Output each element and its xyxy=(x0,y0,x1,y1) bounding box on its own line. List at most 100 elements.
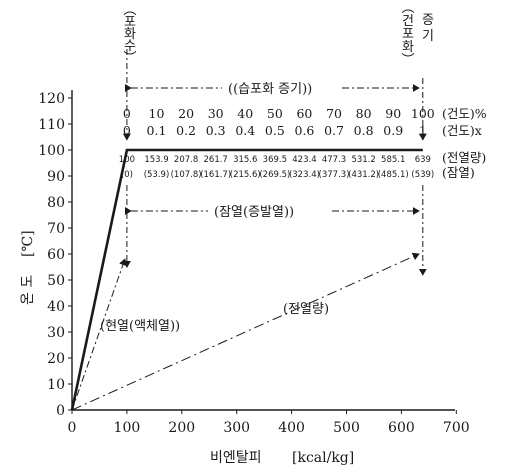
saturated-water-char: ︶ xyxy=(123,51,136,66)
saturated-water-char: 화 xyxy=(124,27,136,42)
wet-vapor-label: ((습포화 증기)) xyxy=(228,82,312,97)
axes xyxy=(71,90,455,411)
dryness-x-value: 0.5 xyxy=(265,123,285,138)
dryness-percent-value-label: (건도)% xyxy=(442,106,487,121)
latent-heat-value: (161.7) xyxy=(200,170,231,180)
saturation-line xyxy=(70,148,423,411)
x-axis-label: 비엔탈피 xyxy=(210,450,262,466)
total-heat-value: 639 xyxy=(415,155,431,165)
saturated-vapor-char: 화 xyxy=(402,40,414,55)
latent-heat-value: (539) xyxy=(411,170,434,180)
saturated-water-char: 포 xyxy=(124,15,136,30)
dryness-x-value: 0.4 xyxy=(235,123,255,138)
dryness-percent-value: 10 xyxy=(149,106,165,121)
dryness-percent-value: 80 xyxy=(356,106,372,121)
y-tick-label: 30 xyxy=(47,325,65,341)
y-tick-label: 80 xyxy=(47,195,65,211)
scale-rows: 0 10 20 30 40 50 60 70 80 90 100 (건도)% 0 0.1 0.2 0.3 0.4… xyxy=(119,106,487,180)
total-heat-label: (전열량) xyxy=(283,302,329,317)
y-tick-label: 0 xyxy=(56,403,65,419)
x-tick-label: 600 xyxy=(388,420,415,436)
latent-heat-value: (323.4) xyxy=(289,170,320,180)
latent-heat-value-label: (잠열) xyxy=(442,165,475,180)
sensible-heat-label: (현열(액체열)) xyxy=(100,319,180,334)
x-tick-label: 400 xyxy=(278,420,305,436)
total-heat-value: 477.3 xyxy=(322,155,346,165)
x-tick-label: 100 xyxy=(114,420,141,436)
y-axis-unit: [℃] xyxy=(20,230,36,257)
latent-heat-value: (215.6) xyxy=(230,170,261,180)
y-tick-label: 20 xyxy=(47,351,65,367)
x-ticks: 0 100 200 300 400 500 600 700 xyxy=(68,410,470,436)
y-tick-label: 90 xyxy=(47,169,65,185)
total-heat-value: 423.4 xyxy=(292,155,316,165)
dryness-x-value: 0.2 xyxy=(176,123,196,138)
total-heat-guide xyxy=(71,252,420,411)
saturated-vapor-char: ︶ xyxy=(401,53,414,68)
x-tick-label: 300 xyxy=(223,420,250,436)
x-tick-label: 500 xyxy=(333,420,360,436)
y-tick-label: 100 xyxy=(38,143,65,159)
latent-heat-value: (377.3) xyxy=(319,170,350,180)
latent-heat-value: (485.1) xyxy=(378,170,409,180)
saturated-vapor-char: 건 xyxy=(402,14,414,29)
dryness-x-value: 0.7 xyxy=(324,123,344,138)
saturated-water-label: ︵포화수︶ xyxy=(123,3,136,66)
x-tick-label: 0 xyxy=(68,420,77,436)
total-heat-value: 315.6 xyxy=(233,155,257,165)
dryness-percent-value: 90 xyxy=(385,106,401,121)
total-heat-value-label: (전열량) xyxy=(442,150,486,165)
latent-heat-value: (107.8) xyxy=(171,170,202,180)
saturated-water-char: 수 xyxy=(124,39,136,54)
saturated-vapor-char: 포 xyxy=(402,27,414,42)
sensible-heat-guide xyxy=(71,258,127,411)
dryness-x-value: 0.9 xyxy=(383,123,403,138)
x-tick-label: 700 xyxy=(443,420,470,436)
dryness-percent-value: 60 xyxy=(296,106,312,121)
y-tick-label: 120 xyxy=(38,91,65,107)
y-tick-label: 60 xyxy=(47,247,65,263)
total-heat-value: 585.1 xyxy=(381,155,405,165)
latent-heat-value: (269.5) xyxy=(259,170,290,180)
latent-heat-value: (431.2) xyxy=(348,170,379,180)
latent-heat-value: (53.9) xyxy=(144,170,170,180)
saturated-water-char: ︵ xyxy=(123,3,136,18)
dryness-percent-value: 50 xyxy=(267,106,283,121)
dryness-percent-value: 0 xyxy=(123,106,131,121)
y-tick-label: 70 xyxy=(47,221,65,237)
vapor-word-char: 증 xyxy=(422,13,434,28)
y-axis-label: 온 도 xyxy=(20,275,36,305)
y-tick-label: 50 xyxy=(47,273,65,289)
data-series xyxy=(70,49,427,411)
dryness-x-value: 0 xyxy=(123,123,131,138)
total-heat-value: 100 xyxy=(119,155,135,165)
y-tick-label: 40 xyxy=(47,299,65,315)
dryness-x-value: 0.8 xyxy=(354,123,374,138)
total-heat-value: 369.5 xyxy=(263,155,287,165)
dryness-x-value: 0.6 xyxy=(295,123,315,138)
dryness-percent-value: 20 xyxy=(178,106,194,121)
total-heat-value: 153.9 xyxy=(144,155,168,165)
dryness-x-value: 1 xyxy=(419,123,427,138)
y-tick-label: 10 xyxy=(47,377,65,393)
y-axis-label-group: 온 도 [℃] xyxy=(20,230,36,305)
y-ticks: 0 10 20 30 40 50 60 70 80 90 100 110 120 xyxy=(38,91,72,419)
saturated-vapor-label: ︵건포화︶ 증기 xyxy=(401,1,434,68)
total-heat-value: 261.7 xyxy=(204,155,228,165)
dryness-percent-value: 70 xyxy=(326,106,342,121)
dryness-percent-value: 40 xyxy=(237,106,253,121)
dryness-percent-value: 30 xyxy=(208,106,224,121)
latent-heat-value: (0) xyxy=(121,170,133,180)
dryness-percent-value: 100 xyxy=(411,106,435,121)
y-tick-label: 110 xyxy=(38,117,65,133)
dryness-x-value-label: (건도)x xyxy=(442,123,482,138)
saturated-vapor-char: ︵ xyxy=(401,1,414,16)
x-axis-unit: [kcal/kg] xyxy=(292,450,354,466)
latent-heat-arrow-label: (잠열(증발열)) xyxy=(214,205,294,220)
vapor-word-char: 기 xyxy=(422,29,434,44)
total-heat-value: 531.2 xyxy=(351,155,375,165)
dryness-x-value: 0.1 xyxy=(147,123,167,138)
dryness-x-value: 0.3 xyxy=(206,123,226,138)
total-heat-value: 207.8 xyxy=(174,155,198,165)
